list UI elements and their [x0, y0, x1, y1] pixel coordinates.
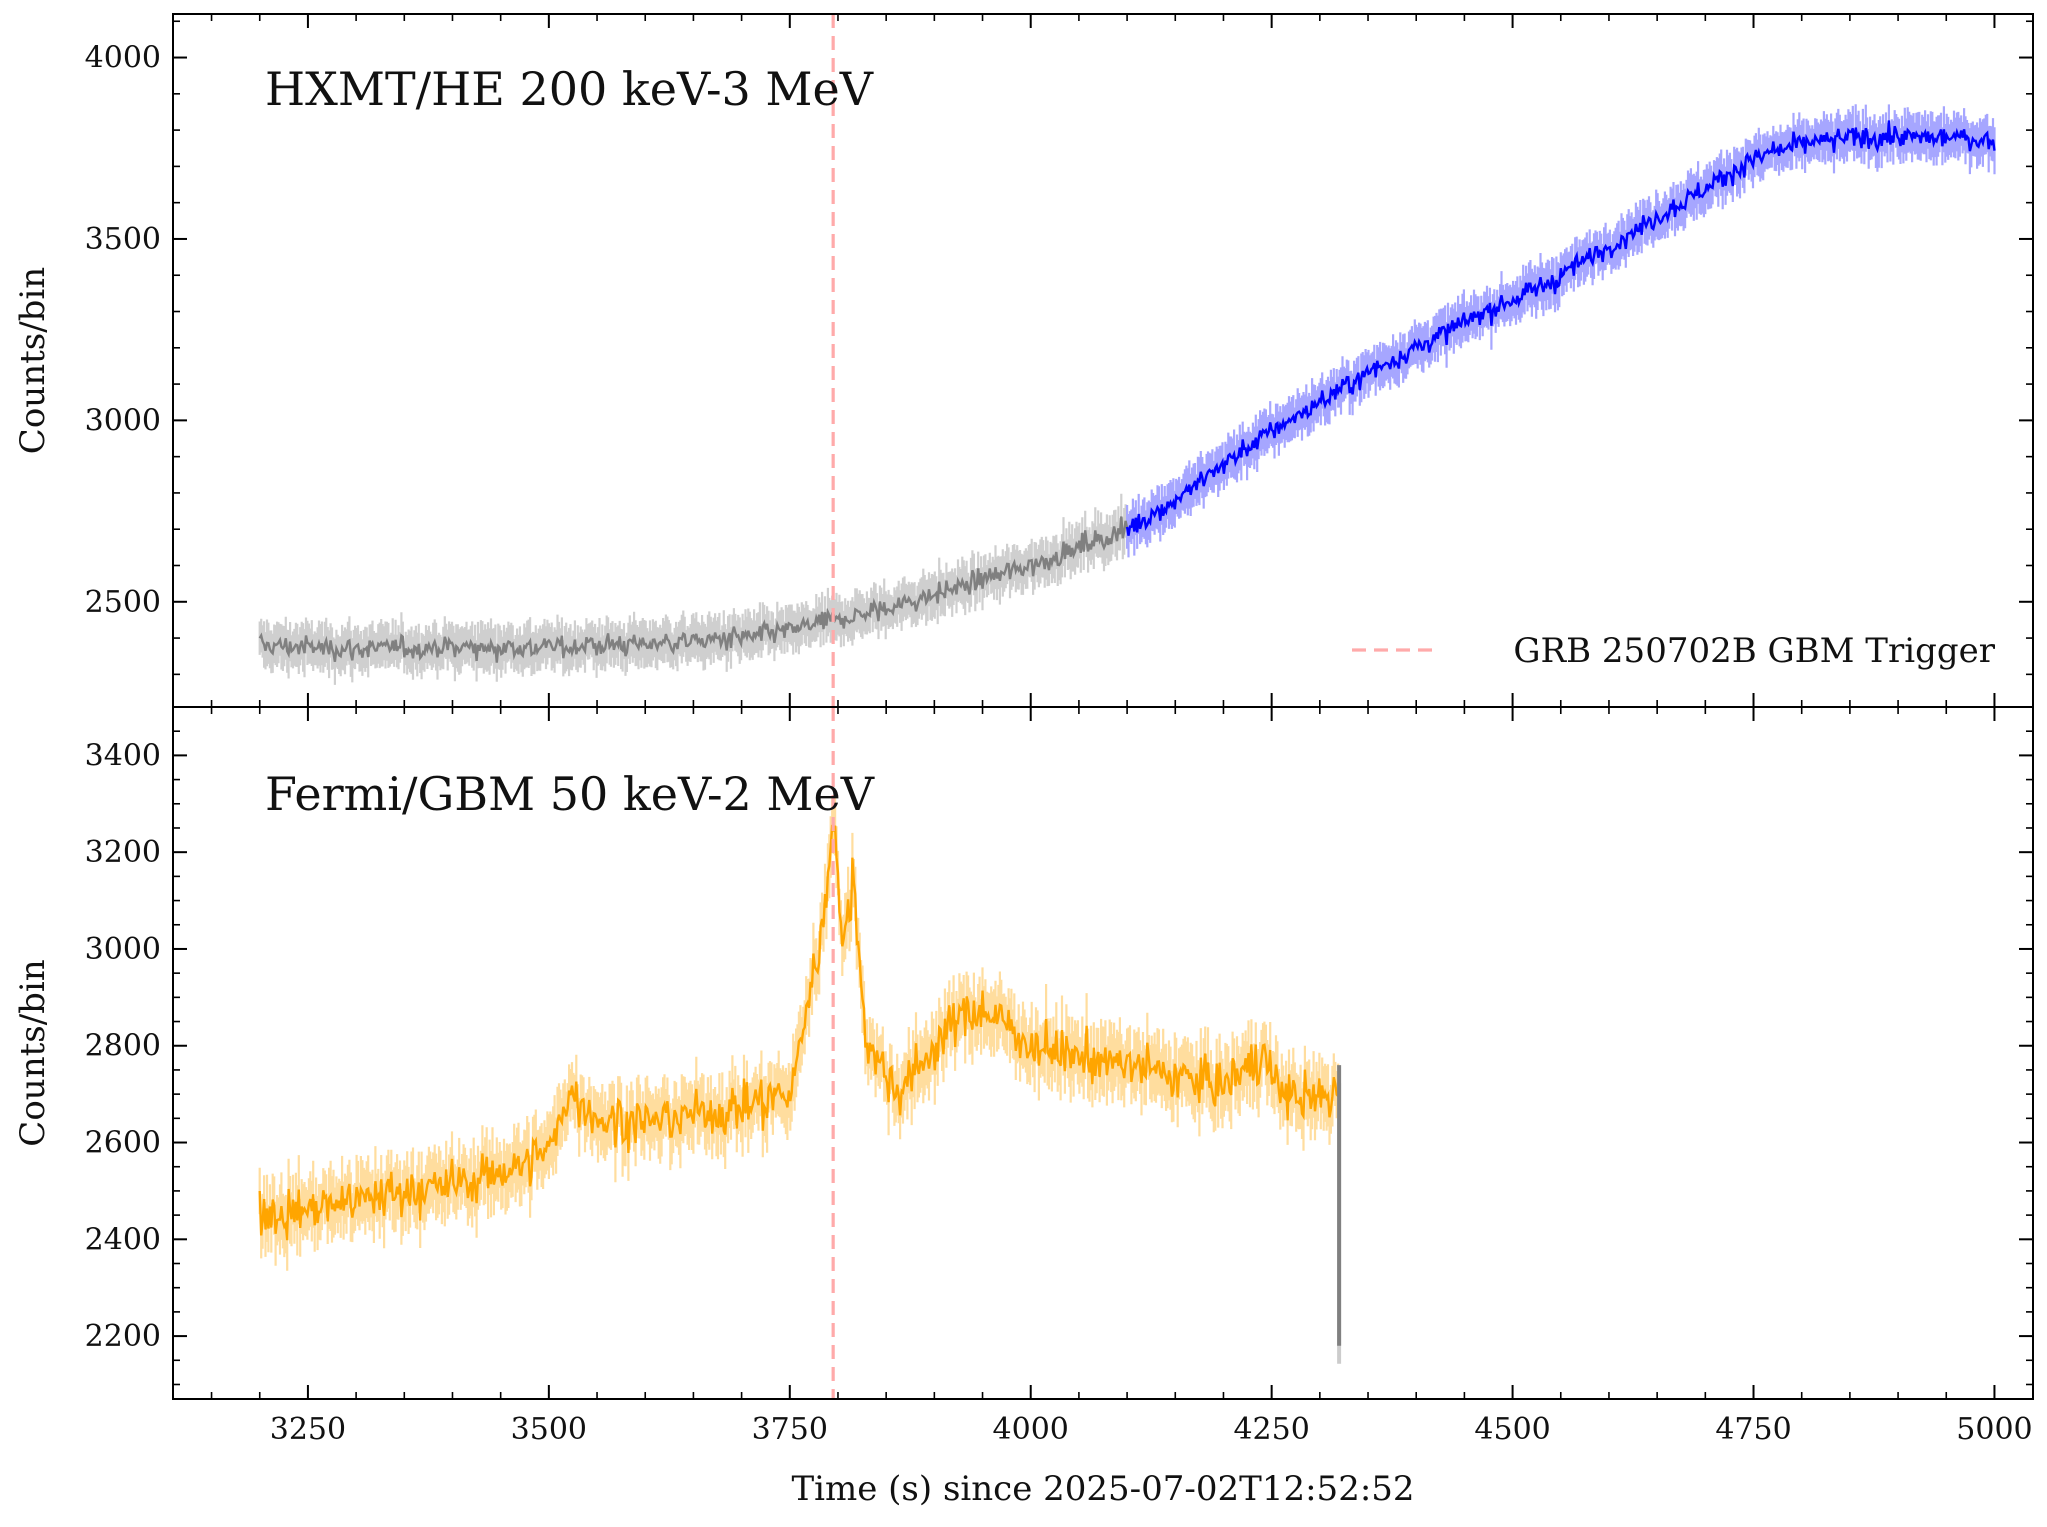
series-line-0 — [258, 824, 1340, 1241]
hxmt-error-bands — [258, 104, 1996, 685]
legend-label-gbm-trigger: GRB 250702B GBM Trigger — [1513, 631, 1995, 671]
x-tick-label: 4250 — [1233, 1412, 1309, 1447]
y-tick-label: 3400 — [85, 738, 161, 773]
x-tick-label: 3500 — [511, 1412, 587, 1447]
x-tick-label: 4750 — [1715, 1412, 1791, 1447]
y-tick-label: 2800 — [85, 1029, 161, 1064]
gbm-axis-ticks: 3250 3500 3750 4000 4250 4500 4750 5000 2200 2400… — [85, 706, 2033, 1447]
hxmt-panel-title: HXMT/HE 200 keV-3 MeV — [265, 62, 874, 116]
y-tick-label: 2500 — [85, 585, 161, 620]
x-tick-label: 4500 — [1474, 1412, 1550, 1447]
hxmt-axis-ticks: 2500 3000 3500 4000 — [85, 14, 2033, 707]
y-tick-label: 3500 — [85, 222, 161, 257]
series-error-bars-1 — [1126, 104, 1996, 558]
series-line-1 — [1125, 120, 1996, 536]
gbm-panel-title: Fermi/GBM 50 keV-2 MeV — [265, 767, 875, 821]
x-tick-label: 5000 — [1956, 1412, 2032, 1447]
x-axis-label: Time (s) since 2025-07-02T12:52:52 — [791, 1469, 1414, 1509]
y-tick-label: 4000 — [85, 41, 161, 76]
series-error-bars-0 — [258, 493, 1129, 685]
y-tick-label: 2400 — [85, 1222, 161, 1257]
gbm-axes-frame — [172, 706, 2034, 1400]
hxmt-light-curve — [258, 120, 1996, 663]
hxmt-panel: 2500 3000 3500 4000 HXMT/HE 200 keV-3 MeV C… — [13, 13, 2034, 708]
x-tick-label: 3250 — [270, 1412, 346, 1447]
y-tick-label: 3000 — [85, 932, 161, 967]
x-tick-label: 3750 — [752, 1412, 828, 1447]
y-tick-label: 3200 — [85, 835, 161, 870]
y-tick-label: 2200 — [85, 1319, 161, 1354]
gbm-light-curve — [258, 824, 1342, 1346]
x-tick-label: 4000 — [993, 1412, 1069, 1447]
gbm-y-axis-label: Counts/bin — [13, 959, 53, 1146]
hxmt-y-axis-label: Counts/bin — [13, 267, 53, 454]
y-tick-label: 3000 — [85, 403, 161, 438]
legend: GRB 250702B GBM Trigger — [1352, 631, 1996, 671]
y-tick-label: 2600 — [85, 1126, 161, 1161]
hxmt-axes-frame — [172, 13, 2034, 708]
gbm-panel: 3250 3500 3750 4000 4250 4500 4750 5000 2200 2400… — [13, 706, 2034, 1509]
series-line-0 — [258, 516, 1129, 663]
